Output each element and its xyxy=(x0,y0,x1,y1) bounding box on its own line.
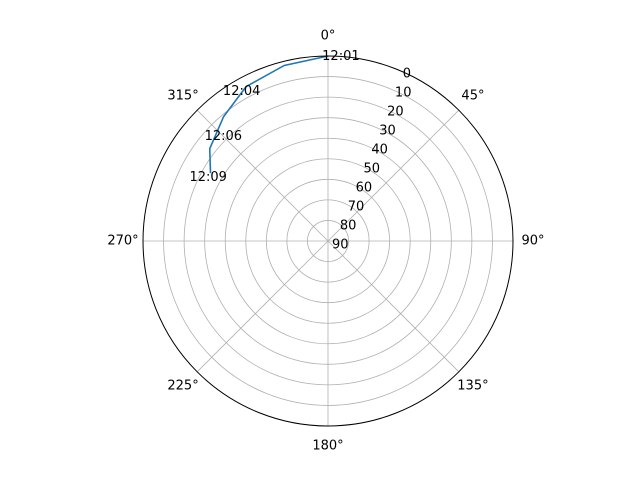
r-tick-label: 80 xyxy=(340,219,357,234)
annotations-layer: 12:01 12:04 12:06 12:09 xyxy=(189,49,359,185)
theta-gridline xyxy=(327,109,460,242)
theta-tick-label: 0° xyxy=(321,29,336,44)
theta-tick-label: 225° xyxy=(167,378,198,393)
r-tick-label: 50 xyxy=(363,162,380,177)
time-annotation: 12:01 xyxy=(322,49,359,64)
theta-tick-label: 180° xyxy=(312,439,343,454)
r-tick-label: 20 xyxy=(387,105,404,120)
grid xyxy=(143,56,513,426)
theta-tick-label: 45° xyxy=(461,89,484,104)
r-tick-label: 90 xyxy=(332,238,349,253)
tick-labels: 0° 45° 90° 135° 180° 225° 270° 315° 0 10 20 30 40 50 6… xyxy=(107,29,544,454)
r-tick-label: 0 xyxy=(403,67,411,82)
time-annotation: 12:04 xyxy=(223,84,260,99)
r-tick-label: 30 xyxy=(379,124,396,139)
r-tick-label: 10 xyxy=(395,86,412,101)
time-annotation: 12:09 xyxy=(189,170,226,185)
polar-frame xyxy=(142,55,514,427)
theta-tick-label: 90° xyxy=(521,234,544,249)
series-line xyxy=(208,55,329,174)
theta-gridline xyxy=(196,240,329,373)
r-tick-label: 40 xyxy=(371,143,388,158)
time-annotation: 12:06 xyxy=(205,129,242,144)
theta-gridline xyxy=(327,240,460,373)
theta-tick-label: 270° xyxy=(107,234,138,249)
theta-gridline xyxy=(196,109,329,242)
theta-tick-label: 135° xyxy=(457,378,488,393)
series-layer xyxy=(208,55,329,174)
r-tick-label: 60 xyxy=(356,181,373,196)
r-tick-label: 70 xyxy=(348,200,365,215)
theta-tick-label: 315° xyxy=(167,89,198,104)
